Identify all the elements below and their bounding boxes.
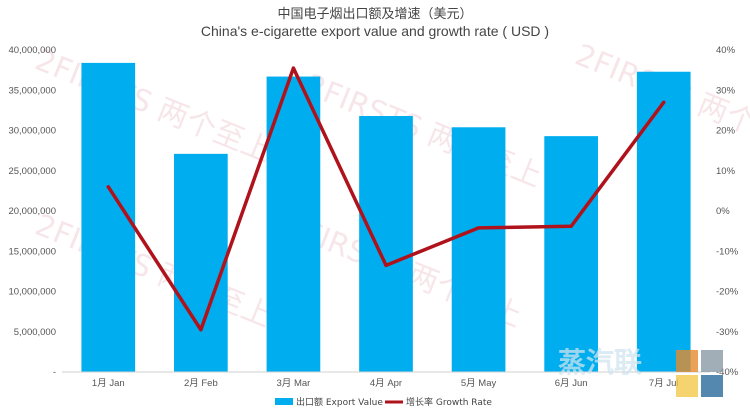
watermark-text: 2FIRSTS 两个至上 <box>30 208 277 335</box>
bar <box>359 116 413 372</box>
chart-title-cn: 中国电子烟出口额及增速（美元） <box>277 7 472 22</box>
growth-point <box>106 185 110 189</box>
logo-tile-yellow <box>676 375 698 397</box>
legend: 出口额 Export Value 增长率 Growth Rate <box>275 396 492 408</box>
x-tick-label: 4月 Apr <box>370 378 402 389</box>
growth-point <box>662 100 666 104</box>
brand-logo: 蒸汽联 <box>558 346 723 397</box>
legend-label-growth: 增长率 Growth Rate <box>406 396 492 408</box>
y-tick-left: 15,000,000 <box>8 246 56 257</box>
y-tick-right: -10% <box>716 246 739 257</box>
bar <box>544 136 598 372</box>
y-tick-left: 5,000,000 <box>14 327 56 338</box>
legend-label-export: 出口额 Export Value <box>296 396 383 408</box>
y-tick-left: 10,000,000 <box>8 287 56 298</box>
watermark-text: 2FIRSTS 两个至上 <box>30 43 277 170</box>
growth-point <box>291 66 296 70</box>
bar <box>636 71 691 373</box>
y-tick-right: 30% <box>716 85 736 96</box>
y-axis-right: -40% -30% -20% -10% 0% 10% 20% 30% 40% <box>716 45 739 378</box>
y-tick-right: 40% <box>716 45 736 56</box>
x-tick-label: 6月 Jun <box>555 378 588 389</box>
logo-tile-blue <box>701 375 723 397</box>
logo-tile-orange <box>676 350 698 372</box>
y-tick-right: 20% <box>716 126 736 137</box>
bar <box>451 127 506 372</box>
chart-title-en: China's e-cigarette export value and gro… <box>201 23 549 39</box>
y-tick-right: 0% <box>716 206 730 217</box>
x-tick-label: 1月 Jan <box>92 378 125 389</box>
growth-point <box>569 224 573 228</box>
x-tick-label: 3月 Mar <box>277 378 311 389</box>
x-tick-label: 7月 Jul <box>649 378 679 389</box>
y-tick-right: -30% <box>716 327 739 338</box>
y-axis-left: - 5,000,000 10,000,000 15,000,000 20,000,000… <box>8 45 56 378</box>
logo-text: 蒸汽联 <box>558 346 642 379</box>
y-tick-left: 25,000,000 <box>8 166 56 177</box>
growth-point <box>199 328 203 332</box>
logo-tile-gray <box>701 350 723 372</box>
y-tick-left: 30,000,000 <box>8 126 56 137</box>
legend-swatch-export <box>275 398 293 405</box>
y-tick-right: -20% <box>716 287 739 298</box>
y-tick-left: 40,000,000 <box>8 45 56 56</box>
y-tick-left: 35,000,000 <box>8 85 56 96</box>
x-tick-label: 2月 Feb <box>184 378 218 389</box>
line-series <box>106 66 666 332</box>
bar-series <box>81 62 691 373</box>
bar <box>174 153 228 372</box>
growth-point <box>476 226 481 230</box>
growth-point <box>384 263 388 267</box>
y-tick-left: - <box>53 367 56 378</box>
bar <box>266 76 321 372</box>
x-tick-label: 5月 May <box>461 378 497 389</box>
y-tick-right: 10% <box>716 166 736 177</box>
watermark-text: 2FIRSTS 两个至上 <box>300 68 547 195</box>
y-tick-left: 20,000,000 <box>8 206 56 217</box>
y-tick-right: -40% <box>716 367 739 378</box>
x-axis: 1月 Jan 2月 Feb 3月 Mar 4月 Apr 5月 May 6月 Jun 7月 J… <box>62 371 710 389</box>
